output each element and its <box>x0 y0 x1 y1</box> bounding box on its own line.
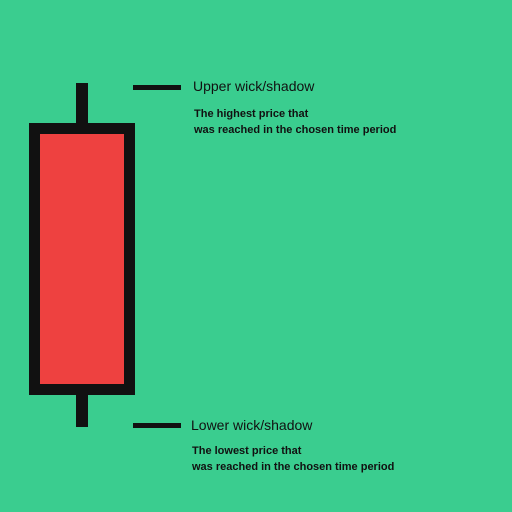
upper-desc-line-2: was reached in the chosen time period <box>194 123 397 136</box>
upper-wick <box>76 83 88 126</box>
lower-wick-label: Lower wick/shadow <box>191 417 313 433</box>
lower-wick-description: The lowest price that was reached in the… <box>192 444 394 475</box>
lower-desc-line-2: was reached in the chosen time period <box>192 460 395 473</box>
lower-desc-line-1: The lowest price that <box>192 445 302 457</box>
lower-wick <box>76 390 88 427</box>
upper-wick-description: The highest price that was reached in th… <box>194 107 396 138</box>
lower-wick-marker <box>133 423 181 428</box>
candlestick-body <box>29 123 135 395</box>
upper-wick-label: Upper wick/shadow <box>193 78 315 94</box>
upper-wick-marker <box>133 85 181 90</box>
upper-desc-line-1: The highest price that <box>194 108 309 120</box>
